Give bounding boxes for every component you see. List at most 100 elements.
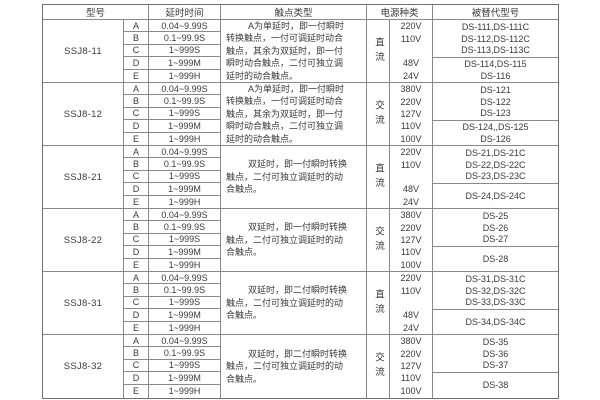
header-delay-time: 延时时间 <box>149 5 221 19</box>
replaced-top-cell: DS-121 DS-122 DS-123 <box>433 83 558 121</box>
header-power-type: 电源种类 <box>367 5 433 19</box>
replaced-model-column: DS-21,DS-21C DS-22,DS-22C DS-23,DS-23C D… <box>433 146 558 208</box>
replaced-model-column: DS-111,DS-111C DS-112,DS-112C DS-113,DS-… <box>433 20 558 82</box>
header-replaced-model: 被替代型号 <box>471 8 520 19</box>
letter-cell: B <box>124 158 148 171</box>
voltage-cell <box>390 297 432 309</box>
letter-cell: E <box>132 196 139 207</box>
voltage-column: 380V 220V 127V 110V 100V <box>390 209 433 271</box>
delay-cell: 0.04~9.99S <box>149 83 220 96</box>
replaced-top-cell: DS-25 DS-26 DS-27 <box>433 209 558 247</box>
delay-column: 0.04~9.99S 0.1~99.9S 1~999S 1~999M 1~999… <box>149 335 221 398</box>
letter-cell: A <box>124 83 148 96</box>
delay-cell: 1~999M <box>149 372 220 385</box>
voltage-cell: 220V <box>400 147 422 158</box>
voltage-cell: 110V <box>400 121 422 132</box>
delay-cell: 0.1~99.9S <box>149 347 220 360</box>
delay-cell: 1~999H <box>168 196 201 207</box>
replaced-bottom-cell: DS-114,DS-115 DS-116 <box>464 59 527 81</box>
voltage-cell: 220V <box>400 273 422 284</box>
voltage-cell: 48V <box>402 184 419 195</box>
delay-cell: 0.04~9.99S <box>149 146 220 159</box>
header-model: 型号 <box>43 5 149 19</box>
model-block-ssj8-31: SSJ8-31 A B C D E 0.04~9.99S 0.1~99.9S 1… <box>43 272 558 335</box>
voltage-cell: 380V <box>400 210 422 221</box>
voltage-cell: 110V <box>400 159 422 170</box>
power-type-cell: 交流 <box>367 335 390 398</box>
voltage-cell: 110V <box>400 247 422 258</box>
voltage-cell: 100V <box>400 385 422 396</box>
letter-cell: B <box>124 347 148 360</box>
delay-cell: 1~999S <box>149 45 220 58</box>
voltage-cell <box>390 45 432 57</box>
power-type-cell: 直流 <box>367 272 390 334</box>
delay-cell: 1~999S <box>149 360 220 373</box>
letter-cell: E <box>132 322 139 333</box>
delay-cell: 1~999H <box>168 322 201 333</box>
letter-cell: C <box>124 45 148 58</box>
letter-cell: A <box>124 146 148 159</box>
voltage-cell: 220V <box>400 348 422 359</box>
power-type-cell: 交流 <box>367 209 390 271</box>
letter-cell: C <box>124 234 148 247</box>
voltage-cell: 110V <box>400 285 422 296</box>
replaced-bottom-cell: DS-38 <box>482 379 509 390</box>
table-header: 型号 延时时间 触点类型 电源种类 被替代型号 <box>43 5 558 20</box>
delay-cell: 1~999M <box>149 57 220 70</box>
contact-type-cell: 双延时，即一付瞬时转换 触点，二付可独立调延时的动 合触点。 <box>221 146 367 208</box>
model-cell: SSJ8-31 <box>43 272 124 334</box>
voltage-column: 220V 110V 48V 24V <box>390 20 433 82</box>
letter-cell: D <box>124 57 148 70</box>
voltage-cell: 127V <box>400 360 422 371</box>
letter-cell: B <box>124 32 148 45</box>
letter-cell: E <box>132 385 139 396</box>
replaced-top-cell: DS-31,DS-31C DS-32,DS-32C DS-33,DS-33C <box>433 272 558 310</box>
delay-column: 0.04~9.99S 0.1~99.9S 1~999S 1~999M 1~999… <box>149 146 221 208</box>
power-type-cell: 直流 <box>367 146 390 208</box>
delay-cell: 1~999S <box>149 171 220 184</box>
delay-cell: 0.1~99.9S <box>149 221 220 234</box>
letter-cell: A <box>124 209 148 222</box>
delay-column: 0.04~9.99S 0.1~99.9S 1~999S 1~999M 1~999… <box>149 20 221 82</box>
voltage-cell: 380V <box>400 336 422 347</box>
delay-column: 0.04~9.99S 0.1~99.9S 1~999S 1~999M 1~999… <box>149 83 221 145</box>
replaced-top-cell: DS-21,DS-21C DS-22,DS-22C DS-23,DS-23C <box>433 146 558 184</box>
voltage-cell: 24V <box>402 322 419 333</box>
letter-cell: E <box>132 133 139 144</box>
letter-cell: D <box>124 246 148 259</box>
letter-column: A B C D E <box>124 335 149 398</box>
replaced-bottom-cell: DS-34,DS-34C <box>465 316 526 327</box>
voltage-cell: 110V <box>400 373 422 384</box>
delay-cell: 0.1~99.9S <box>149 158 220 171</box>
letter-cell: D <box>124 372 148 385</box>
letter-cell: B <box>124 95 148 108</box>
voltage-column: 380V 220V 127V 110V 100V <box>390 335 433 398</box>
model-block-ssj8-22: SSJ8-22 A B C D E 0.04~9.99S 0.1~99.9S 1… <box>43 209 558 272</box>
voltage-cell: 24V <box>402 196 419 207</box>
delay-column: 0.04~9.99S 0.1~99.9S 1~999S 1~999M 1~999… <box>149 272 221 334</box>
delay-cell: 0.04~9.99S <box>149 335 220 348</box>
letter-cell: C <box>124 108 148 121</box>
delay-cell: 0.1~99.9S <box>149 32 220 45</box>
replaced-model-column: DS-31,DS-31C DS-32,DS-32C DS-33,DS-33C D… <box>433 272 558 334</box>
letter-cell: E <box>132 259 139 270</box>
letter-cell: D <box>124 183 148 196</box>
letter-cell: D <box>124 120 148 133</box>
delay-cell: 0.04~9.99S <box>149 272 220 285</box>
replaced-bottom-cell: DS-124,,DS-125 DS-126 <box>462 122 529 144</box>
letter-cell: A <box>124 20 148 33</box>
delay-cell: 1~999M <box>149 120 220 133</box>
contact-type-cell: 双延时，即二付瞬时转换 触点，二付可独立调延时的动 合触点。 <box>221 272 367 334</box>
letter-cell: C <box>124 171 148 184</box>
contact-type-cell: 双延时，即二付瞬时转换 触点，二付可独立调延时的动 合触点。 <box>221 335 367 398</box>
delay-cell: 1~999H <box>168 133 201 144</box>
letter-cell: A <box>124 335 148 348</box>
power-type-cell: 交流 <box>367 83 390 145</box>
delay-cell: 1~999M <box>149 183 220 196</box>
model-block-ssj8-11: SSJ8-11 A B C D E 0.04~9.99S 0.1~99.9S 1… <box>43 20 558 83</box>
voltage-cell: 220V <box>400 222 422 233</box>
voltage-column: 220V 110V 48V 24V <box>390 272 433 334</box>
delay-cell: 1~999H <box>168 385 201 396</box>
voltage-column: 220V 110V 48V 24V <box>390 146 433 208</box>
letter-cell: C <box>124 297 148 310</box>
